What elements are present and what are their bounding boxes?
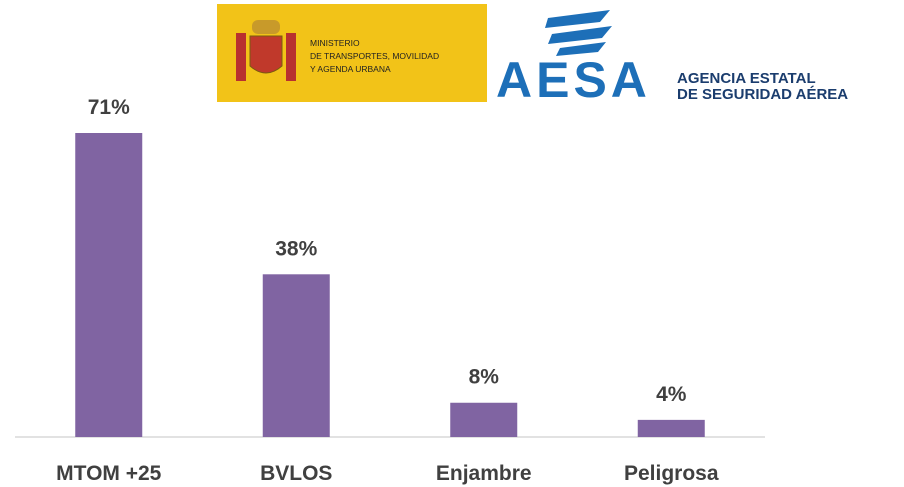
crest-shield: [249, 35, 283, 74]
data-label: 4%: [656, 383, 687, 406]
crest-pillar: [286, 33, 296, 81]
crest-pillar: [236, 33, 246, 81]
data-label: 71%: [88, 96, 130, 119]
x-tick-label: BVLOS: [260, 462, 332, 485]
agency-mark: AESA: [496, 52, 651, 108]
data-label: 38%: [275, 237, 317, 260]
ministry-text: Y AGENDA URBANA: [310, 64, 391, 74]
agency-text: AGENCIA ESTATAL: [677, 70, 816, 87]
agency-text: DE SEGURIDAD AÉREA: [677, 86, 848, 103]
x-tick-label: Enjambre: [436, 462, 532, 485]
ministry-text: DE TRANSPORTES, MOVILIDAD: [310, 51, 439, 61]
data-label: 8%: [469, 366, 500, 389]
agency-logo: AESA AGENCIA ESTATAL DE SEGURIDAD AÉREA: [496, 10, 848, 108]
bar: [450, 402, 518, 437]
ministry-text: MINISTERIO: [310, 38, 360, 48]
x-tick-label: MTOM +25: [56, 462, 162, 485]
bar: [262, 274, 330, 437]
crest-crown: [252, 20, 280, 34]
bar: [637, 419, 705, 437]
bar: [75, 133, 143, 437]
ministry-logo: MINISTERIO DE TRANSPORTES, MOVILIDAD Y A…: [217, 4, 487, 102]
x-tick-label: Peligrosa: [624, 462, 719, 485]
agency-wings: [545, 10, 612, 56]
